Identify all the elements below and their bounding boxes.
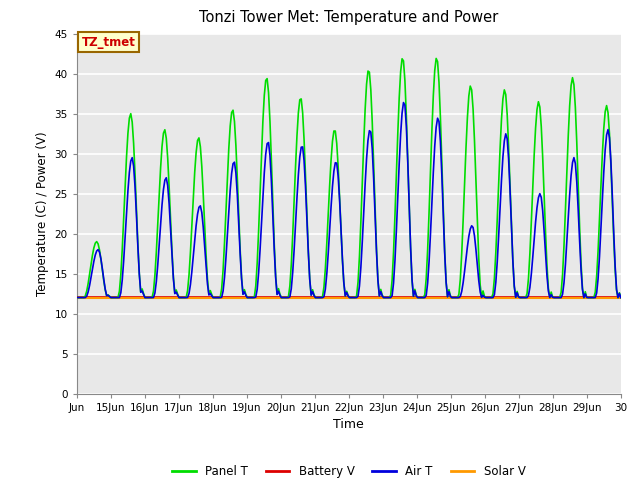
Line: Panel T: Panel T [77,59,621,298]
Battery V [92,294,99,300]
Legend: Panel T, Battery V, Air T, Solar V: Panel T, Battery V, Air T, Solar V [168,461,530,480]
Air T [108,295,116,300]
Battery V [541,294,549,300]
Panel T [92,240,99,246]
Solar V [353,296,360,301]
Panel T [614,295,622,300]
Panel T [617,295,625,300]
Panel T [462,145,470,151]
Title: Tonzi Tower Met: Temperature and Power: Tonzi Tower Met: Temperature and Power [199,11,499,25]
Panel T [432,56,440,61]
Panel T [73,295,81,300]
Air T [614,295,622,300]
X-axis label: Time: Time [333,418,364,431]
Battery V [353,294,360,300]
Line: Air T: Air T [77,103,621,298]
Air T [399,100,407,106]
Battery V [108,294,116,300]
Solar V [108,296,116,301]
Battery V [617,294,625,300]
Air T [617,295,625,300]
Battery V [73,294,81,300]
Solar V [617,296,625,301]
Solar V [541,296,549,301]
Air T [353,295,360,300]
Air T [543,273,551,278]
Solar V [461,296,468,301]
Battery V [461,294,468,300]
Panel T [108,295,116,300]
Y-axis label: Temperature (C) / Power (V): Temperature (C) / Power (V) [36,132,49,296]
Solar V [612,296,620,301]
Text: TZ_tmet: TZ_tmet [82,36,136,48]
Solar V [73,296,81,301]
Panel T [543,262,551,268]
Panel T [353,293,360,299]
Air T [73,295,81,300]
Air T [462,256,470,262]
Solar V [92,296,99,301]
Air T [92,252,99,258]
Battery V [612,294,620,300]
